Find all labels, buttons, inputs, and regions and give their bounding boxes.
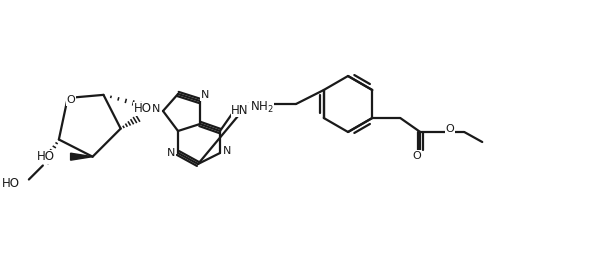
Text: HO: HO <box>2 177 20 190</box>
Text: HO: HO <box>36 150 55 163</box>
Text: N: N <box>167 148 175 158</box>
Text: O: O <box>66 95 75 105</box>
Text: N: N <box>152 104 160 114</box>
Polygon shape <box>71 153 92 160</box>
Text: N: N <box>201 90 209 100</box>
Text: HN: HN <box>231 104 249 117</box>
Text: N: N <box>223 146 231 156</box>
Text: O: O <box>446 124 455 134</box>
Text: HO: HO <box>134 102 151 115</box>
Text: NH$_2$: NH$_2$ <box>250 99 274 114</box>
Text: O: O <box>413 151 421 161</box>
